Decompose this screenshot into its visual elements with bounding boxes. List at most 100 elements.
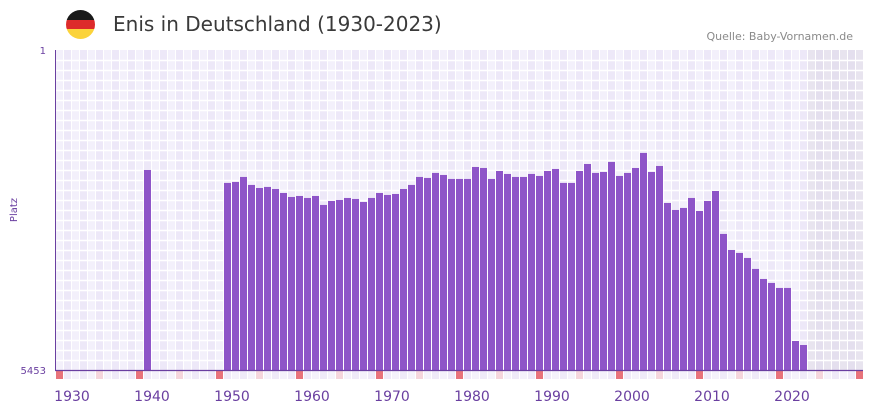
bars (144, 152, 807, 370)
year-marker (312, 371, 319, 379)
y-axis-label: Platz (9, 198, 20, 222)
bar-1974 (424, 177, 431, 370)
year-marker (768, 371, 775, 379)
year-marker (344, 371, 351, 379)
x-tick-label: 1950 (214, 389, 250, 405)
bar-1977 (448, 178, 455, 370)
year-marker (832, 371, 839, 379)
year-marker (360, 371, 367, 379)
year-marker (240, 371, 247, 379)
bar-1971 (400, 188, 407, 370)
bar-1983 (496, 170, 503, 370)
year-marker (160, 371, 167, 379)
y-tick-top: 1 (40, 46, 46, 57)
bar-2004 (664, 202, 671, 370)
bar-1966 (360, 201, 367, 370)
year-marker (112, 371, 119, 379)
year-marker (560, 371, 567, 379)
x-tick-label: 1930 (54, 389, 90, 405)
bar-1976 (440, 174, 447, 370)
y-tick-bottom: 5453 (21, 366, 46, 377)
year-markers (56, 371, 863, 379)
year-marker (256, 371, 263, 379)
year-marker (304, 371, 311, 379)
bar-1998 (616, 175, 623, 370)
year-marker (424, 371, 431, 379)
year-marker (400, 371, 407, 379)
year-marker (296, 371, 303, 379)
year-marker (760, 371, 767, 379)
bar-1958 (296, 195, 303, 370)
bar-2006 (680, 207, 687, 370)
bar-1981 (480, 167, 487, 370)
year-marker (704, 371, 711, 379)
year-marker (376, 371, 383, 379)
year-marker (688, 371, 695, 379)
year-marker (808, 371, 815, 379)
year-marker (720, 371, 727, 379)
bar-2020 (792, 341, 799, 370)
bar-2003 (656, 165, 663, 370)
year-marker (464, 371, 471, 379)
bar-1997 (608, 161, 615, 370)
year-marker (512, 371, 519, 379)
bar-1984 (504, 173, 511, 370)
year-marker (432, 371, 439, 379)
bar-1973 (416, 176, 423, 370)
year-marker (96, 371, 103, 379)
x-ticks: 1930 1940 1950 1960 1970 1980 1990 2000 2010 2020 (54, 389, 810, 405)
year-marker (248, 371, 255, 379)
x-tick-label: 1940 (134, 389, 170, 405)
year-marker (184, 371, 191, 379)
year-marker (320, 371, 327, 379)
bar-1980 (472, 166, 479, 370)
bar-1950 (232, 181, 239, 370)
bar-1960 (312, 195, 319, 370)
year-marker (856, 371, 863, 379)
x-tick-label: 2000 (614, 389, 650, 405)
bar-1972 (408, 184, 415, 370)
year-marker (552, 371, 559, 379)
flag-stripe-gold (66, 29, 95, 39)
year-marker (656, 371, 663, 379)
year-marker (264, 371, 271, 379)
year-marker (192, 371, 199, 379)
year-marker (712, 371, 719, 379)
flag-stripe-red (66, 19, 95, 30)
year-marker (648, 371, 655, 379)
year-marker (728, 371, 735, 379)
bar-1990 (552, 168, 559, 370)
year-marker (520, 371, 527, 379)
year-marker (232, 371, 239, 379)
year-marker (664, 371, 671, 379)
year-marker (544, 371, 551, 379)
x-tick-label: 1990 (534, 389, 570, 405)
year-marker (328, 371, 335, 379)
bar-1987 (528, 173, 535, 370)
bar-2017 (768, 282, 775, 370)
year-marker (120, 371, 127, 379)
bar-2010 (712, 190, 719, 370)
bar-2021 (800, 344, 807, 370)
year-marker (80, 371, 87, 379)
year-marker (816, 371, 823, 379)
year-marker (672, 371, 679, 379)
year-marker (88, 371, 95, 379)
bar-1979 (464, 178, 471, 370)
bar-2014 (744, 257, 751, 370)
bar-2018 (776, 287, 783, 370)
bar-1952 (248, 184, 255, 370)
year-marker (440, 371, 447, 379)
bar-1957 (288, 196, 295, 370)
bar-2008 (696, 210, 703, 370)
year-marker (528, 371, 535, 379)
year-marker (624, 371, 631, 379)
bar-2011 (720, 233, 727, 370)
year-marker (824, 371, 831, 379)
year-marker (800, 371, 807, 379)
year-marker (224, 371, 231, 379)
year-marker (536, 371, 543, 379)
bar-2001 (640, 152, 647, 370)
bar-2013 (736, 252, 743, 370)
year-marker (616, 371, 623, 379)
